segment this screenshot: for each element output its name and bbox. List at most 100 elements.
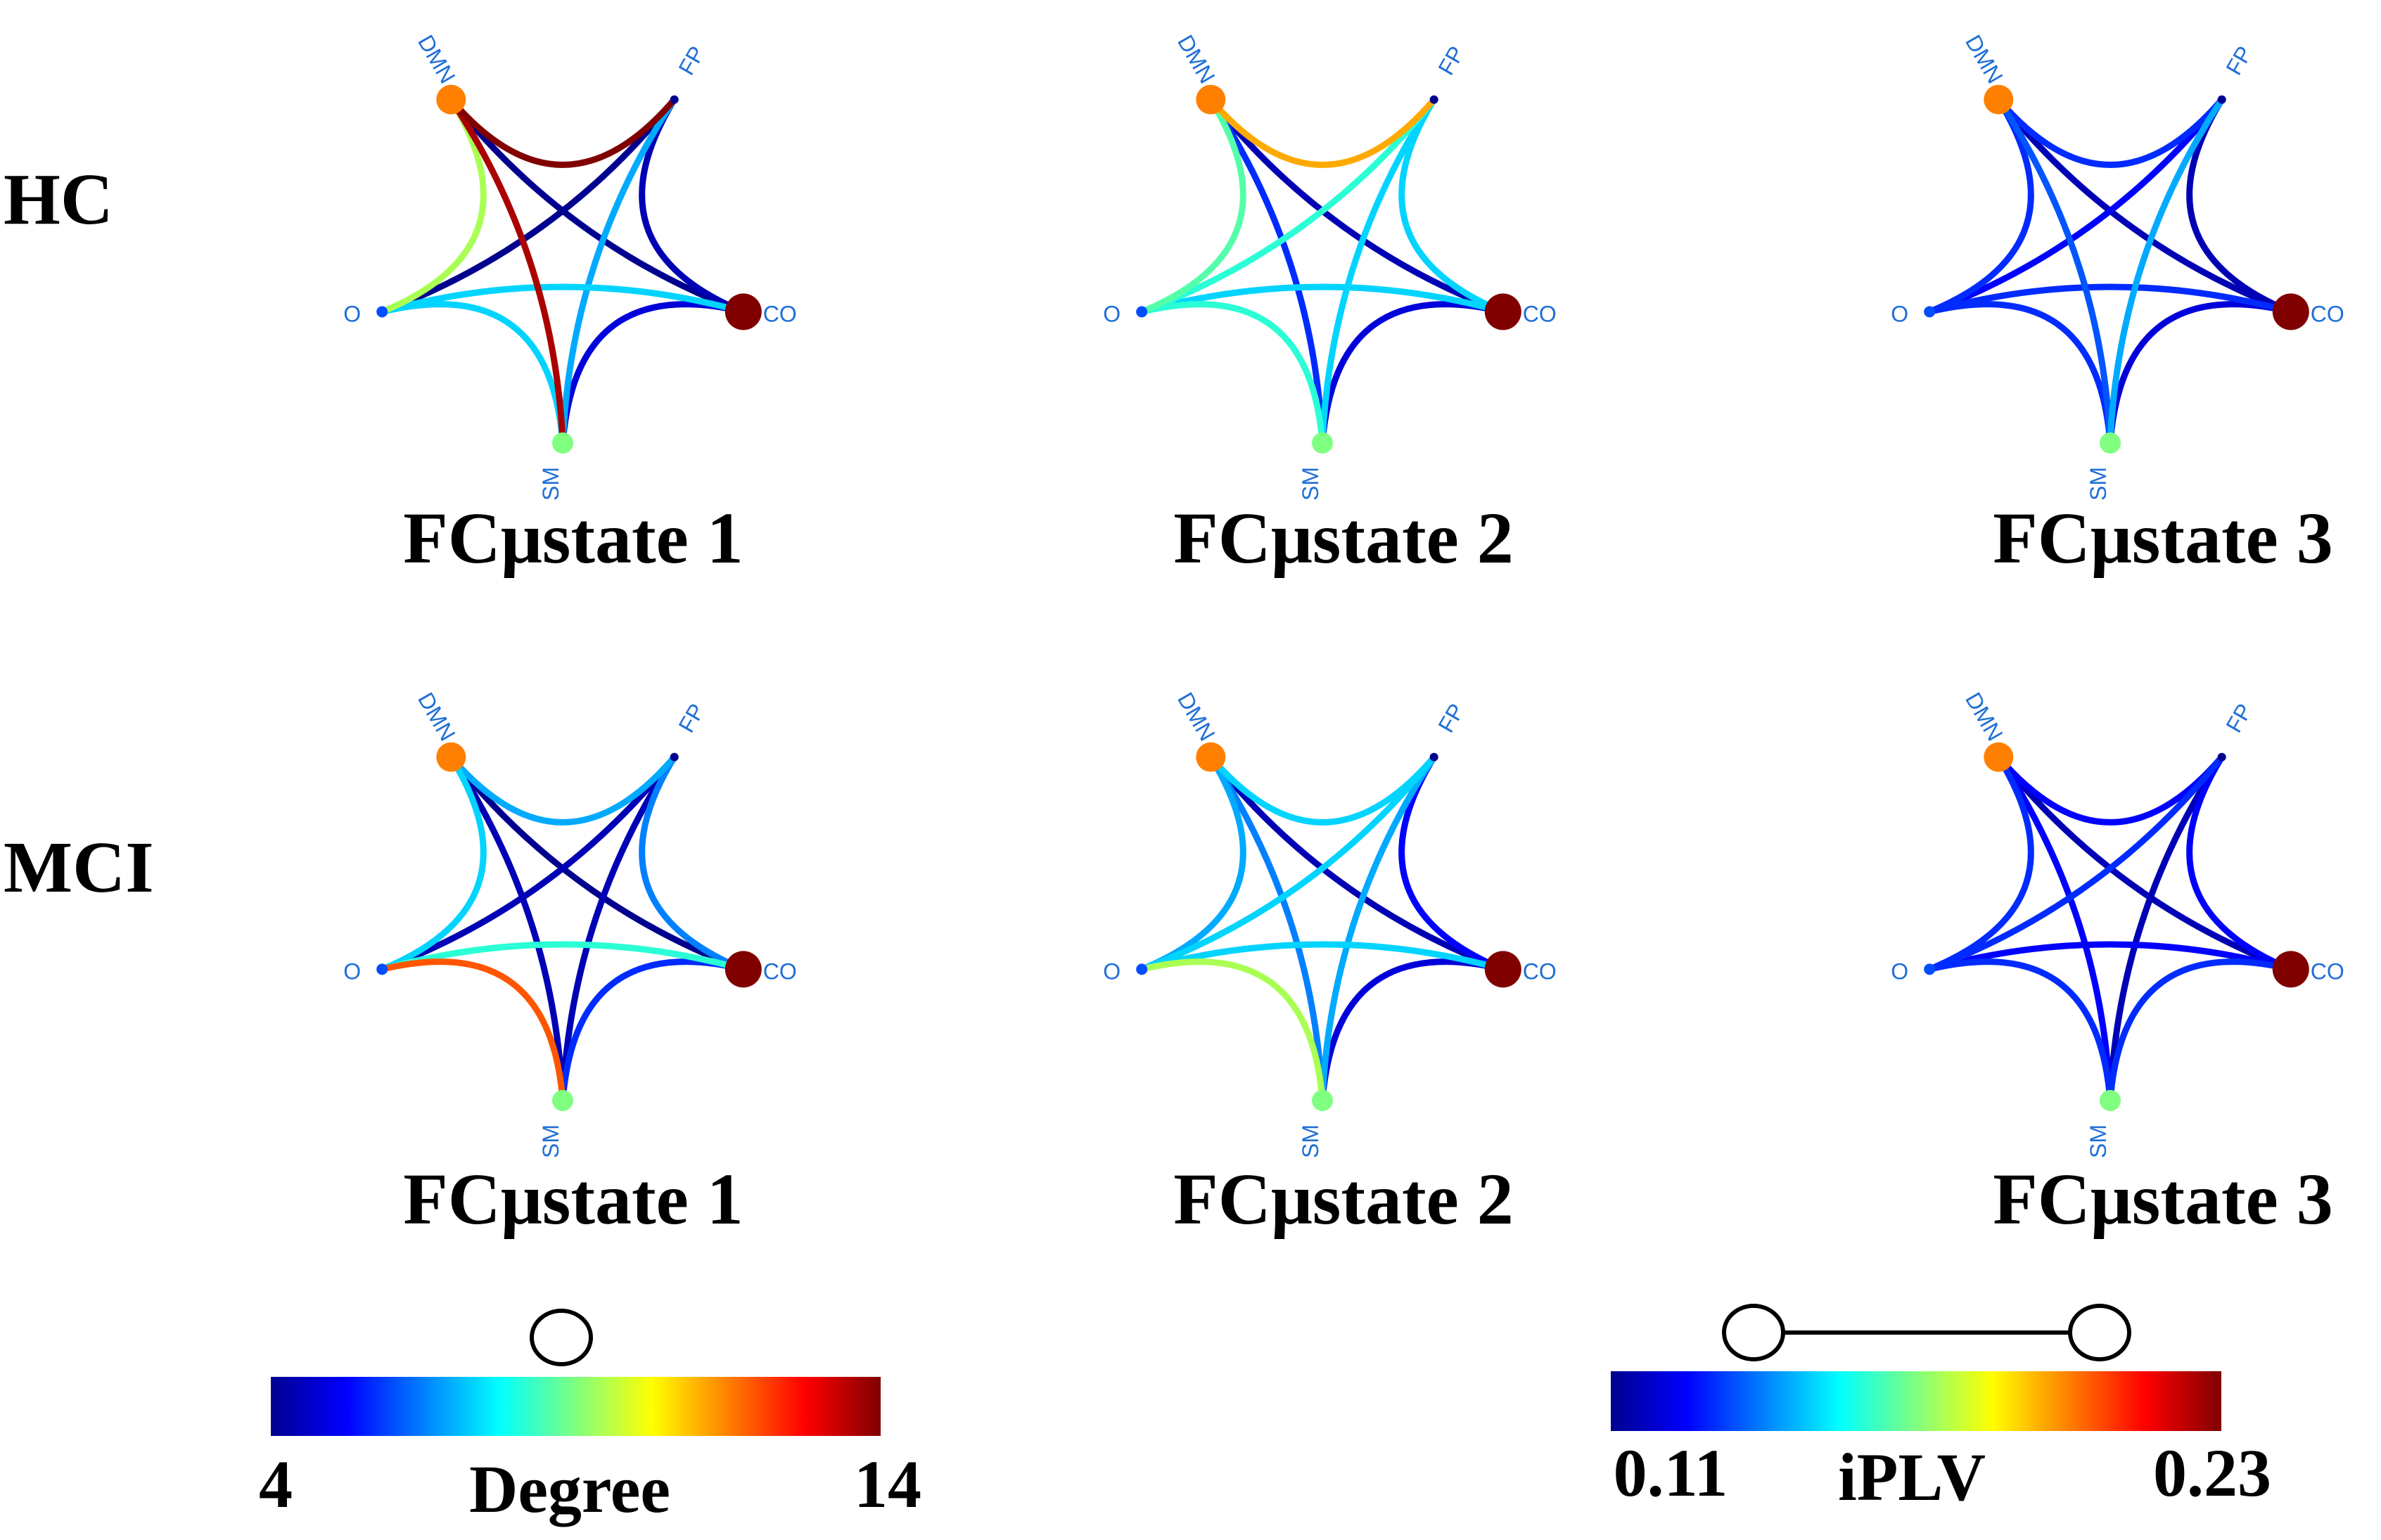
iplv-max-label: 0.23 [2153,1435,2271,1510]
node-label-o: O [1103,958,1121,984]
edge-dmn-fp [1207,754,1438,826]
node-sm [1312,1090,1333,1111]
edge-fp-co [2186,754,2294,973]
node-dmn [1984,84,2014,115]
edge-dmn-co [447,96,747,315]
edge-dmn-co [1995,96,2294,315]
node-co [1484,293,1521,331]
node-sm [2100,1090,2121,1111]
node-label-o: O [1891,958,1908,984]
degree-min-label: 4 [259,1446,293,1522]
edge-dmn-co [1207,96,1507,315]
edge-fp-o [1138,96,1438,315]
edge-fp-sm [2107,754,2226,1104]
node-label-sm: SM [1298,1124,1323,1158]
node-co [1484,951,1521,988]
panel-title: FCμstate 3 [1993,498,2333,579]
node-label-fp: FP [673,41,710,79]
degree-legend-node-icon [530,1309,593,1366]
network-panel-mci-1: DMN FP CO SM O FCμstate 1 [343,688,796,1240]
node-label-dmn: DMN [1173,31,1220,88]
network-panel-hc-1: DMN FP CO SM O FCμstate 1 [343,31,796,579]
node-dmn [436,742,466,772]
edge-dmn-sm [1995,754,2114,1104]
edge-fp-o [1138,754,1438,973]
edge-dmn-co [1207,754,1507,973]
edge-dmn-o [378,96,487,315]
edge-fp-sm [2107,96,2226,447]
node-fp [670,752,679,762]
edge-dmn-sm [1207,754,1326,1104]
node-label-fp: FP [2221,699,2257,736]
node-dmn [1196,84,1226,115]
node-fp [2217,752,2226,762]
node-label-o: O [343,301,361,326]
row-label-mci: MCI [4,827,154,908]
degree-colorbar [271,1377,881,1436]
degree-title: Degree [469,1451,670,1527]
node-fp [1429,95,1438,104]
edge-dmn-o [1138,754,1246,973]
edge-dmn-o [1926,754,2034,973]
edge-sm-o [1138,958,1326,1104]
edge-fp-sm [559,96,678,447]
panel-title: FCμstate 2 [1173,1159,1514,1240]
network-panel-hc-3: DMN FP CO SM O FCμstate 3 [1891,31,2344,579]
node-label-sm: SM [538,1124,563,1158]
iplv-legend: 0.11 iPLV 0.23 [1611,1304,2271,1515]
iplv-min-label: 0.11 [1614,1435,1728,1510]
edge-co-sm [1319,301,1507,447]
edge-sm-o [378,958,566,1104]
node-label-fp: FP [1433,41,1469,79]
edge-co-sm [559,301,747,447]
edge-co-o [1926,941,2294,973]
node-label-sm: SM [2086,1124,2111,1158]
edge-dmn-fp [1207,96,1438,168]
node-label-sm: SM [538,467,563,501]
node-label-co: CO [1523,301,1557,326]
degree-max-label: 14 [854,1446,921,1522]
edge-dmn-sm [447,96,566,447]
node-fp [670,95,679,104]
edge-fp-co [1398,96,1507,315]
edge-fp-sm [1319,96,1438,447]
panel-title: FCμstate 1 [403,498,743,579]
node-sm [2100,432,2121,454]
node-label-co: CO [763,958,797,984]
edge-fp-o [1926,96,2226,315]
node-label-co: CO [2311,958,2344,984]
edge-fp-sm [559,754,678,1104]
edge-co-o [1138,941,1507,973]
node-o [1924,963,1936,975]
network-panels: DMN FP CO SM O FCμstate 1 DMN FP CO SM O FCμstate 2… [343,31,2344,1240]
edge-fp-o [378,96,678,315]
node-o [1136,963,1148,975]
edge-dmn-o [1926,96,2034,315]
node-label-o: O [343,958,361,984]
panel-title: FCμstate 1 [403,1159,743,1240]
node-o [1136,306,1148,318]
edge-sm-o [1926,301,2114,447]
edge-co-sm [1319,958,1507,1104]
node-co [724,293,762,331]
edge-co-o [378,283,747,315]
node-o [1924,306,1936,318]
node-label-co: CO [1523,958,1557,984]
iplv-colorbar [1611,1371,2221,1431]
edge-dmn-fp [1995,754,2226,826]
node-label-co: CO [763,301,797,326]
edge-fp-o [378,754,678,973]
node-label-dmn: DMN [1960,31,2008,88]
edge-dmn-fp [447,96,678,168]
node-co [2272,951,2309,988]
edge-co-sm [2107,958,2294,1104]
node-dmn [1196,742,1226,772]
network-panel-mci-2: DMN FP CO SM O FCμstate 2 [1103,688,1556,1240]
edge-co-sm [2107,301,2294,447]
edge-co-o [378,941,747,973]
iplv-legend-node-b-icon [2068,1304,2131,1361]
network-panel-mci-3: DMN FP CO SM O FCμstate 3 [1891,688,2344,1240]
edge-dmn-o [1138,96,1246,315]
node-co [2272,293,2309,331]
